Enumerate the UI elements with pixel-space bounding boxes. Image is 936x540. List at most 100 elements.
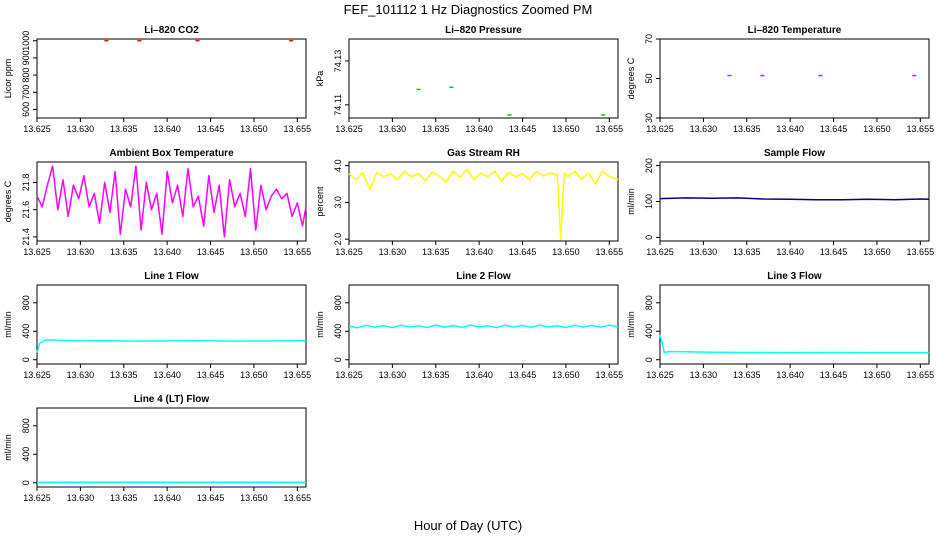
panel-0-ytick-label: 900 <box>21 50 31 65</box>
panel-2: Li–820 Temperature 13.625 13.630 13.635 13.6… <box>626 25 934 134</box>
panel-7: Line 2 Flow 13.625 13.630 13.635 13.640 13.64… <box>315 271 623 380</box>
panel-4-xtick-label: 13.635 <box>422 247 450 257</box>
figure-title: FEF_101112 1 Hz Diagnostics Zoomed PM <box>343 2 593 17</box>
panel-1-xtick-label: 13.635 <box>422 124 450 134</box>
panel-5-ytick-label: 200 <box>644 158 654 173</box>
panel-9-ytick-label: 400 <box>21 447 31 462</box>
panel-8: Line 3 Flow 13.625 13.630 13.635 13.640 13.64… <box>626 271 934 380</box>
panel-3-ytick-label: 21.8 <box>21 174 31 192</box>
panel-0-frame <box>36 38 307 119</box>
panel-9-xtick-label: 13.630 <box>67 493 95 503</box>
panel-8-ytick-label: 400 <box>644 324 654 339</box>
panel-3-frame <box>36 161 307 242</box>
panel-5: Sample Flow 13.625 13.630 13.635 13.640 13.64… <box>626 148 934 257</box>
panel-3-ytick-label: 21.6 <box>21 201 31 219</box>
panel-0: Li–820 CO2 13.625 13.630 13.635 13.640 13.645… <box>3 25 311 134</box>
panel-0-xtick-label: 13.645 <box>197 124 225 134</box>
panel-6-xtick-label: 13.630 <box>67 370 95 380</box>
panel-4-ylabel: percent <box>315 186 325 217</box>
panel-7-title: Line 2 Flow <box>456 271 511 282</box>
panel-8-ylabel: ml/min <box>626 311 636 338</box>
panel-6-series-line <box>36 339 307 353</box>
panel-0-xtick-label: 13.640 <box>153 124 181 134</box>
panel-8-xtick-label: 13.630 <box>690 370 718 380</box>
panel-2-xtick-label: 13.655 <box>907 124 935 134</box>
panel-7-series-line <box>348 324 619 329</box>
panel-4-xtick-label: 13.655 <box>596 247 624 257</box>
panel-5-xtick-label: 13.640 <box>776 247 804 257</box>
panel-2-ytick-label: 70 <box>644 34 654 44</box>
panel-7-xtick-label: 13.635 <box>422 370 450 380</box>
panel-2-xtick-label: 13.650 <box>863 124 891 134</box>
panel-5-xtick-label: 13.650 <box>863 247 891 257</box>
panel-0-xtick-label: 13.630 <box>67 124 95 134</box>
panel-4-xtick-label: 13.630 <box>379 247 407 257</box>
panel-1-ytick-label: 74.11 <box>333 94 343 116</box>
panel-5-title: Sample Flow <box>764 148 825 159</box>
panel-7-ytick-label: 0 <box>333 357 343 362</box>
panel-2-title: Li–820 Temperature <box>748 25 842 36</box>
panel-1-title: Li–820 Pressure <box>445 25 522 36</box>
panel-7-xtick-label: 13.640 <box>465 370 493 380</box>
panel-8-title: Line 3 Flow <box>767 271 822 282</box>
panel-0-ytick-label: 800 <box>21 68 31 83</box>
panel-9-ytick-label: 0 <box>21 480 31 485</box>
panel-2-ytick-label: 30 <box>644 113 654 123</box>
figure-x-axis-label: Hour of Day (UTC) <box>413 518 523 533</box>
panel-2-xtick-label: 13.625 <box>646 124 674 134</box>
panel-9-xtick-label: 13.645 <box>197 493 225 503</box>
panel-7-ytick-label: 800 <box>333 295 343 310</box>
panel-8-xtick-label: 13.645 <box>820 370 848 380</box>
panel-8-xtick-label: 13.650 <box>863 370 891 380</box>
panel-9-ytick-label: 800 <box>21 418 31 433</box>
panel-2-xtick-label: 13.645 <box>820 124 848 134</box>
panel-3-xtick-label: 13.640 <box>153 247 181 257</box>
panel-2-ytick-label: 50 <box>644 73 654 83</box>
panel-2-xtick-label: 13.635 <box>733 124 761 134</box>
panel-8-ytick-label: 800 <box>644 295 654 310</box>
panel-8-series-line <box>659 334 929 354</box>
panel-0-ytick-label: 700 <box>21 85 31 100</box>
panel-0-ytick-label: 1000 <box>21 31 31 51</box>
panel-4-title: Gas Stream RH <box>447 148 520 159</box>
panel-3-xtick-label: 13.635 <box>110 247 138 257</box>
panel-2-xtick-label: 13.630 <box>690 124 718 134</box>
panel-3-xtick-label: 13.625 <box>23 247 51 257</box>
panel-6-xtick-label: 13.640 <box>153 370 181 380</box>
panel-0-xtick-label: 13.625 <box>23 124 51 134</box>
panel-7-xtick-label: 13.645 <box>509 370 537 380</box>
panel-2-xtick-label: 13.640 <box>776 124 804 134</box>
panel-2-ylabel: degrees C <box>626 57 636 99</box>
panel-4-ytick-label: 4.0 <box>333 159 343 172</box>
panel-0-ytick-label: 600 <box>21 102 31 117</box>
panel-1-xtick-label: 13.650 <box>552 124 580 134</box>
panel-0-xtick-label: 13.635 <box>110 124 138 134</box>
panel-9-xtick-label: 13.655 <box>284 493 312 503</box>
panel-4-xtick-label: 13.645 <box>509 247 537 257</box>
panel-7-frame <box>348 284 619 365</box>
panel-3-xtick-label: 13.655 <box>284 247 312 257</box>
panel-1-xtick-label: 13.640 <box>465 124 493 134</box>
panel-6-ylabel: ml/min <box>3 311 13 338</box>
panel-4-xtick-label: 13.625 <box>335 247 363 257</box>
panel-9-ylabel: ml/min <box>3 434 13 461</box>
panel-1-ylabel: kPa <box>315 71 325 87</box>
panel-8-xtick-label: 13.625 <box>646 370 674 380</box>
panel-3-title: Ambient Box Temperature <box>109 148 234 159</box>
panel-3: Ambient Box Temperature 13.625 13.630 13.63… <box>3 148 311 257</box>
panel-7-xtick-label: 13.650 <box>552 370 580 380</box>
panel-5-ylabel: ml/min <box>626 188 636 215</box>
panel-3-ylabel: degrees C <box>3 180 13 222</box>
panel-6-title: Line 1 Flow <box>144 271 199 282</box>
panel-6-ytick-label: 800 <box>21 295 31 310</box>
panel-0-xtick-label: 13.650 <box>240 124 268 134</box>
panel-5-xtick-label: 13.630 <box>690 247 718 257</box>
panel-5-series-line <box>659 197 930 201</box>
panel-8-xtick-label: 13.635 <box>733 370 761 380</box>
panel-1-xtick-label: 13.655 <box>596 124 624 134</box>
panel-3-xtick-label: 13.630 <box>67 247 95 257</box>
panel-4-xtick-label: 13.640 <box>465 247 493 257</box>
panel-4-frame <box>348 161 619 242</box>
panel-5-xtick-label: 13.655 <box>907 247 935 257</box>
panel-6-xtick-label: 13.655 <box>284 370 312 380</box>
